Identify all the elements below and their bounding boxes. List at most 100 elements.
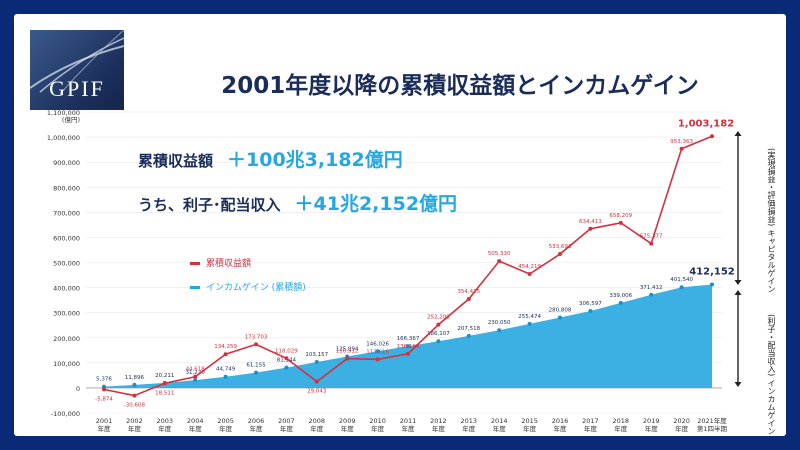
cumulative-data-label: 533,693 [549,244,572,250]
x-tick-label: 2018 [613,417,630,425]
capital-gain-arrow-head-top [734,131,742,136]
x-tick-sublabel: 年度 [341,424,355,433]
income-data-label: 31,270 [186,370,206,376]
income-point [314,360,319,365]
income-point [193,378,198,383]
x-tick-label: 2015 [521,417,538,425]
cumulative-summary-label: 累積収益額 [138,152,214,170]
cumulative-data-label: 173,703 [245,334,268,340]
x-tick-label: 2006 [248,417,265,425]
cumulative-point [375,357,380,362]
income-gain-title: インカムゲイン [767,378,776,435]
x-tick-label: 2014 [491,417,508,425]
x-tick-sublabel: 年度 [554,424,568,433]
x-tick-sublabel: 年度 [675,424,689,433]
income-gain-arrow-head-bottom [734,382,742,387]
cumulative-data-label: 44,618 [186,367,206,373]
x-tick-sublabel: 第1四半期 [697,424,728,433]
x-tick-label: 2003 [157,417,174,425]
cumulative-point [132,393,137,398]
cumulative-data-label: 454,219 [518,264,541,270]
x-tick-label: 2016 [552,417,569,425]
cumulative-data-label: 505,330 [488,251,511,257]
income-data-label: 186,107 [427,331,450,337]
x-tick-label: 2013 [461,417,478,425]
income-data-label: 81,144 [277,358,297,364]
cumulative-final-label: 1,003,182 [678,118,734,129]
income-data-label: 306,597 [579,301,602,307]
cumulative-point [406,351,410,356]
y-tick-label: 400,000 [53,285,80,293]
cumulative-point [558,252,562,257]
income-data-label: 207,518 [457,326,480,332]
capital-gain-title: キャピタルゲイン [767,228,776,293]
cumulative-point [679,146,684,151]
income-data-label: 11,896 [125,375,145,381]
page-title: 2001年度以降の累積収益額とインカムゲイン [221,73,699,99]
cumulative-data-label: 136,198 [397,344,420,350]
x-tick-label: 2019 [643,417,660,425]
y-tick-label: 0 [76,385,80,393]
cumulative-data-label: 634,413 [579,219,602,225]
income-point [710,282,714,287]
x-tick-sublabel: 年度 [523,424,537,433]
income-point [223,374,228,379]
legend-cumulative-label: 累積収益額 [206,259,252,269]
x-tick-label: 2020 [673,417,690,425]
x-tick-sublabel: 年度 [189,424,203,433]
income-point [466,333,471,338]
capital-gain-note: (実現損益・評価損益) [767,148,776,227]
income-summary-label: うち、利子･配当収入 [138,196,281,214]
income-data-label: 401,540 [670,277,693,283]
x-tick-sublabel: 年度 [614,424,628,433]
x-tick-label: 2002 [126,417,143,425]
x-tick-sublabel: 年度 [645,424,659,433]
income-gain-label: (利子・配当収入) インカムゲイン [766,314,777,435]
income-data-label: 61,155 [246,363,266,369]
income-point [102,384,106,389]
cumulative-point [466,297,471,302]
cumulative-point [102,387,106,392]
cumulative-data-label: 118,029 [275,348,298,354]
y-tick-label: 1,000,000 [47,134,80,142]
income-point [527,321,532,326]
income-data-label: 339,006 [609,293,632,299]
cumulative-point [618,220,623,225]
income-data-label: 44,749 [216,367,236,373]
cumulative-data-label: 658,209 [609,213,632,219]
cumulative-point [193,374,198,379]
cumulative-point [223,352,228,357]
x-tick-label: 2008 [309,417,326,425]
y-tick-label: 200,000 [53,335,80,343]
x-tick-sublabel: 年度 [371,424,385,433]
x-tick-label: 2005 [217,417,234,425]
income-data-label: 371,412 [640,285,663,291]
y-tick-label: 600,000 [53,234,80,242]
x-tick-label: 2010 [369,417,386,425]
cumulative-data-label: 29,043 [307,389,327,395]
income-point [649,292,654,297]
cumulative-data-label: 953,363 [670,139,693,145]
cumulative-point [436,322,441,327]
income-data-label: 230,050 [488,320,511,326]
capital-gain-arrow-head-bottom [734,280,742,285]
y-tick-label: -100,000 [51,410,80,418]
cumulative-summary: 累積収益額 ＋100兆3,182億円 [138,145,403,172]
income-point [679,285,684,290]
cumulative-point [527,271,532,276]
gpif-logo: GPIF [30,30,124,110]
income-summary: うち、利子･配当収入 ＋41兆2,152億円 [138,189,457,216]
x-tick-label: 2009 [339,417,356,425]
x-tick-sublabel: 年度 [158,424,172,433]
y-tick-label: 1,100,000 [47,109,80,117]
x-tick-sublabel: 年度 [128,424,142,433]
cumulative-chart: -100,000 0 100,000 200,000 300,000 400,000 500… [47,109,742,433]
cumulative-point [649,241,654,246]
income-data-label: 125,094 [336,347,359,353]
legend-cumulative-swatch [190,262,200,265]
x-tick-sublabel: 年度 [219,424,233,433]
x-tick-sublabel: 年度 [250,424,264,433]
income-point [618,300,623,305]
income-point [254,370,258,375]
y-tick-label: 800,000 [53,184,80,192]
